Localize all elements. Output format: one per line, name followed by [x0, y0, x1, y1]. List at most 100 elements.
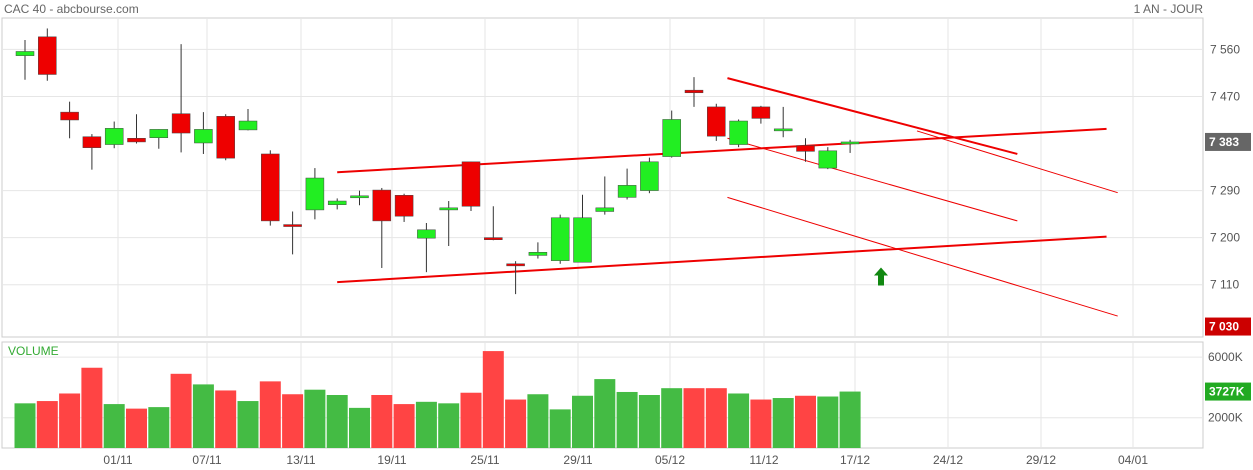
volume-bar [683, 388, 705, 448]
x-tick-label: 19/11 [377, 453, 406, 467]
trend-line [916, 130, 1118, 194]
candle [528, 242, 548, 259]
candle [684, 77, 704, 107]
candle-body [461, 161, 481, 207]
x-tick-label: 01/11 [103, 453, 132, 467]
volume-bar [728, 393, 750, 448]
candle-body [394, 195, 414, 217]
volume-bar [237, 401, 259, 448]
candle [372, 187, 392, 268]
candle [394, 193, 414, 222]
x-tick-label: 24/12 [933, 453, 963, 467]
candle-body [550, 217, 570, 261]
volume-bar [750, 399, 772, 448]
trend-line [337, 235, 1107, 284]
candle-body [327, 200, 347, 205]
volume-bar [148, 407, 170, 448]
candle [417, 222, 436, 273]
candle [216, 114, 235, 161]
volume-bar [326, 395, 348, 448]
volume-bar [594, 379, 616, 448]
candle [127, 114, 146, 144]
volume-bar [661, 388, 683, 448]
candle [327, 198, 347, 210]
volume-bar [103, 404, 125, 448]
candle-body [662, 119, 681, 157]
candle-body [729, 120, 748, 145]
volume-bars [14, 351, 861, 448]
volume-tick-label: 6000K [1208, 350, 1243, 364]
volume-bar [59, 393, 81, 448]
x-tick-label: 07/11 [192, 453, 221, 467]
candle-body [261, 153, 280, 222]
candle [662, 110, 681, 158]
volume-bar [505, 399, 527, 448]
candle-body [216, 116, 235, 159]
candle [707, 103, 726, 141]
candle [439, 201, 458, 247]
last-volume-tag: 3727K [1209, 385, 1245, 399]
candle [82, 134, 102, 170]
candle [194, 112, 213, 154]
volume-bar [817, 396, 839, 448]
volume-bar [192, 384, 214, 448]
y-tick-label: 7 560 [1210, 42, 1240, 56]
volume-bar [259, 381, 281, 448]
candle [60, 101, 79, 139]
y-tick-label: 7 110 [1210, 278, 1239, 292]
date-axis: 01/11 07/11 13/11 19/11 25/11 29/11 05/12 11/12… [103, 453, 1148, 467]
candle-body [751, 106, 771, 119]
candle [283, 211, 302, 255]
volume-bar [638, 395, 660, 448]
chart-title: CAC 40 - abcbourse.com [4, 2, 139, 16]
volume-bar [795, 395, 816, 448]
candle-body [528, 252, 548, 256]
volume-bar [215, 390, 237, 448]
candle-body [82, 136, 102, 148]
volume-bar [81, 367, 103, 448]
candle-body [238, 120, 258, 131]
last-volume-tag-bg [1205, 382, 1251, 401]
candle [573, 194, 592, 263]
candle-body [305, 177, 325, 211]
x-tick-label: 11/12 [749, 453, 778, 467]
candle [461, 161, 481, 211]
up-arrow-icon [874, 267, 888, 286]
volume-bar [170, 373, 192, 448]
y-tick-label: 7 470 [1210, 89, 1240, 103]
candle [595, 176, 615, 215]
candle [796, 138, 815, 162]
candle-body [350, 195, 369, 199]
candle [484, 206, 503, 241]
value-tags: 7 383 7 030 3727K [1205, 132, 1251, 401]
trend-line [727, 137, 1018, 222]
volume-title: VOLUME [8, 344, 59, 358]
candle-body [573, 217, 592, 263]
volume-tick-label: 2000K [1208, 411, 1243, 425]
volume-bar [705, 388, 727, 448]
candle [350, 190, 369, 206]
candle-body [707, 106, 726, 137]
candle-body [773, 128, 793, 132]
volume-bar [482, 351, 504, 448]
volume-bar [36, 401, 58, 448]
candle-body [372, 189, 392, 222]
candle-body [15, 51, 35, 56]
candle [617, 168, 637, 200]
x-tick-label: 04/01 [1118, 453, 1148, 467]
volume-bar [126, 408, 147, 448]
candle-body [684, 89, 704, 94]
last-price-tag-bg [1205, 132, 1251, 151]
level-tag-bg [1205, 317, 1251, 336]
x-tick-label: 29/11 [563, 453, 592, 467]
candle [506, 261, 525, 295]
candle-body [283, 224, 302, 227]
volume-bar [839, 391, 861, 448]
candle-body [127, 138, 146, 143]
candle-body [506, 263, 525, 267]
candle [818, 147, 838, 170]
candle [773, 106, 793, 138]
candle-body [617, 185, 637, 198]
volume-bar [282, 394, 304, 448]
candle-body [104, 128, 124, 145]
